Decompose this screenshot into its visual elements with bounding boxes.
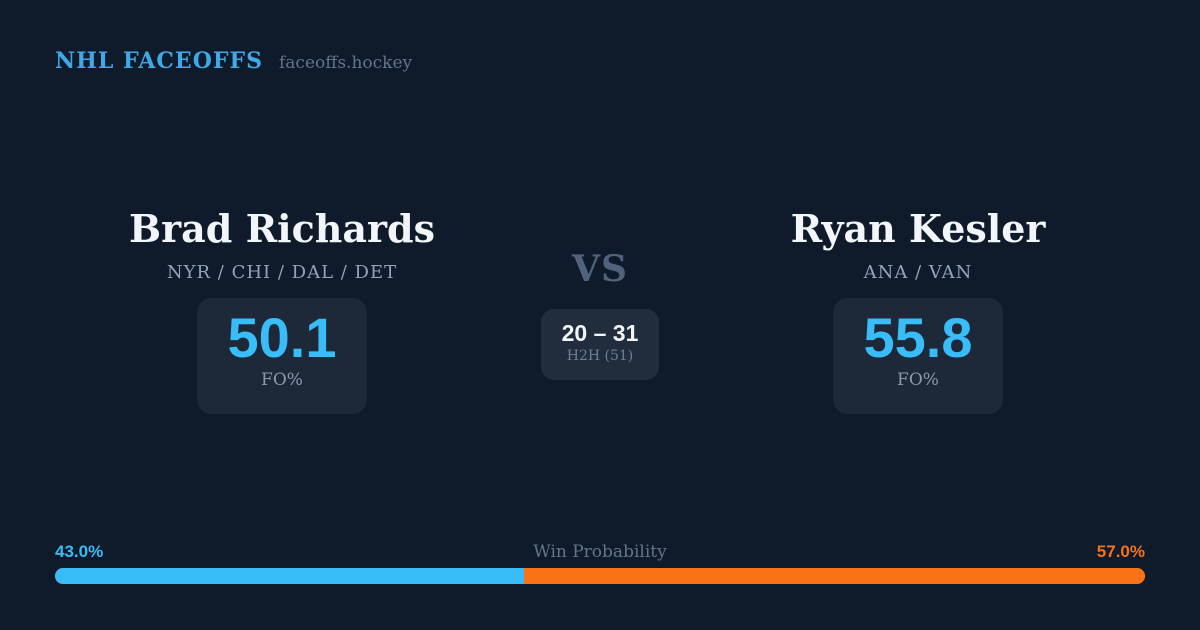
- win-probability-bar-left: [55, 568, 524, 584]
- versus-column: VS 20 – 31 H2H (51): [520, 205, 680, 380]
- win-probability-bar-right: [523, 568, 1145, 584]
- win-probability-left-pct: 43.0%: [55, 542, 104, 561]
- player-left-faceoff-pct: 50.1: [227, 306, 337, 369]
- win-probability-labels: 43.0% Win Probability 57.0%: [55, 542, 1145, 562]
- header: NHL FACEOFFS faceoffs.hockey: [55, 48, 412, 74]
- head-to-head-score: 20 – 31: [561, 320, 639, 346]
- player-left-teams: NYR / CHI / DAL / DET: [166, 262, 398, 283]
- player-left-stat-label: FO%: [261, 370, 303, 390]
- player-right-stat-card: 55.8 FO%: [833, 298, 1003, 414]
- head-to-head-card: 20 – 31 H2H (51): [541, 309, 659, 380]
- player-left-stat-card: 50.1 FO%: [197, 298, 367, 414]
- site-domain: faceoffs.hockey: [279, 53, 413, 73]
- player-right-column: Ryan Kesler ANA / VAN 55.8 FO%: [728, 205, 1108, 414]
- win-probability-right-pct: 57.0%: [1096, 542, 1145, 561]
- win-probability-title: Win Probability: [533, 542, 667, 562]
- player-right-faceoff-pct: 55.8: [863, 306, 973, 369]
- player-right-stat-label: FO%: [897, 370, 939, 390]
- win-probability-bar: [55, 568, 1145, 584]
- vs-label: VS: [572, 248, 628, 290]
- player-right-name: Ryan Kesler: [790, 206, 1046, 251]
- player-right-teams: ANA / VAN: [863, 262, 973, 283]
- player-left-name: Brad Richards: [129, 206, 435, 251]
- brand-title: NHL FACEOFFS: [55, 48, 263, 74]
- player-left-column: Brad Richards NYR / CHI / DAL / DET 50.1…: [92, 205, 472, 414]
- head-to-head-label: H2H (51): [566, 348, 634, 364]
